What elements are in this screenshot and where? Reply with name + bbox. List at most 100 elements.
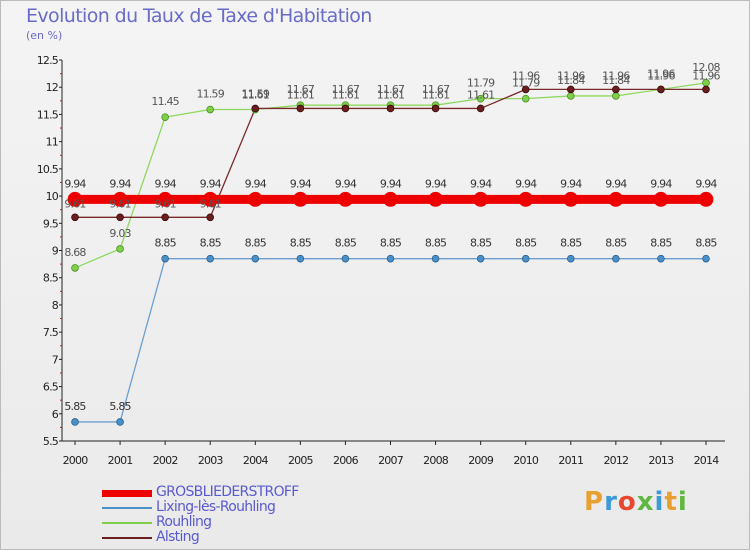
data-label: 9.94: [290, 177, 312, 190]
data-label: 11.59: [196, 88, 224, 101]
data-label: 9.94: [64, 177, 86, 190]
data-point: [698, 191, 714, 207]
data-label: 11.96: [692, 69, 720, 82]
data-point: [563, 191, 579, 207]
data-point: [296, 254, 305, 263]
x-tick-label: 2003: [198, 454, 224, 467]
data-point: [702, 254, 710, 263]
data-label: 9.94: [515, 177, 537, 190]
data-point: [386, 254, 395, 263]
data-label: 8.85: [560, 237, 582, 250]
data-label: 8.85: [290, 237, 312, 250]
y-tick-label: 9: [52, 245, 59, 258]
x-tick-label: 2000: [63, 454, 89, 467]
data-label: 11.59: [242, 88, 270, 101]
data-label: 9.94: [605, 177, 627, 190]
data-label: 9.94: [154, 177, 176, 190]
data-label: 9.94: [695, 177, 717, 190]
x-tick-label: 2006: [333, 454, 359, 467]
y-tick-label: 8.5: [43, 272, 59, 285]
data-label: 8.85: [154, 237, 176, 250]
y-tick-label: 7.5: [43, 326, 59, 339]
data-point: [71, 418, 79, 426]
data-point: [566, 254, 575, 263]
data-point: [612, 85, 620, 94]
data-point: [247, 191, 263, 207]
x-tick-label: 2002: [153, 454, 178, 467]
data-point: [116, 213, 124, 222]
data-point: [206, 105, 215, 114]
data-point: [157, 191, 173, 207]
data-label: 9.94: [245, 177, 267, 190]
data-label: 11.96: [647, 69, 675, 82]
x-tick-label: 2014: [694, 454, 720, 467]
x-tick-label: 2008: [423, 454, 449, 467]
data-point: [386, 104, 395, 113]
y-tick-label: 6.5: [43, 381, 59, 394]
data-point: [657, 254, 665, 263]
series-lines: [74, 82, 707, 423]
data-label: 9.03: [109, 227, 131, 240]
data-label: 8.85: [425, 237, 447, 250]
data-label: 11.67: [377, 83, 405, 96]
x-tick-label: 2005: [288, 454, 314, 467]
data-label: 8.85: [605, 237, 627, 250]
data-label: 11.61: [422, 88, 450, 101]
data-point: [473, 191, 489, 207]
legend-item: Alsting: [102, 529, 362, 545]
data-point: [251, 254, 260, 263]
logo-letter: i: [677, 487, 688, 517]
data-point: [292, 191, 308, 207]
chart-axes: 5.5 6 6.5 7 7.5 8 8.5 9 9.5 10 10.5 11 11.5 12 12.5 200…: [37, 54, 725, 467]
x-tick-label: 2001: [108, 454, 133, 467]
data-point: [296, 104, 305, 113]
x-tick-label: 2012: [603, 454, 628, 467]
data-label: 11.45: [151, 95, 179, 108]
data-point: [608, 191, 624, 207]
logo-letter: r: [604, 487, 618, 517]
legend-label: Rouhling: [156, 514, 212, 530]
data-point: [112, 191, 128, 207]
data-labels: 5.85 5.85 8.85 8.85 8.85 8.85 8.85 8.85 8.85 8.85…: [64, 61, 721, 413]
data-label: 9.61: [154, 197, 175, 210]
data-label: 8.85: [245, 237, 267, 250]
data-label: 9.61: [200, 197, 221, 210]
logo-letter: o: [617, 487, 637, 517]
data-point: [566, 85, 575, 94]
series-points: [67, 79, 714, 426]
data-label: 11.96: [557, 69, 585, 82]
logo-letter: t: [664, 487, 678, 517]
data-label: 8.85: [515, 237, 537, 250]
data-point: [251, 104, 260, 113]
data-point: [657, 85, 665, 94]
data-label: 8.85: [650, 237, 672, 250]
data-point: [518, 191, 534, 207]
data-label: 11.61: [332, 88, 360, 101]
legend-label: GROSBLIEDERSTROFF: [156, 484, 299, 500]
legend-swatch: [102, 522, 152, 524]
data-point: [612, 92, 620, 100]
y-tick-label: 9.5: [43, 217, 59, 230]
y-tick-label: 10.5: [37, 163, 59, 176]
data-point: [67, 191, 83, 207]
x-tick-label: 2009: [468, 454, 494, 467]
data-point: [566, 92, 575, 100]
y-tick-label: 11: [46, 136, 58, 149]
data-point: [476, 94, 485, 103]
legend-swatch: [102, 507, 152, 509]
data-point: [341, 254, 350, 263]
data-label: 11.67: [332, 83, 360, 96]
data-point: [431, 104, 440, 113]
data-label: 12.08: [692, 61, 720, 74]
data-label: 9.94: [560, 177, 582, 190]
proxiti-logo: Proxiti: [584, 487, 688, 517]
y-tick-label: 8: [52, 299, 59, 312]
y-tick-label: 12: [46, 81, 58, 94]
data-label: 5.85: [109, 400, 131, 413]
data-label: 11.61: [242, 88, 270, 101]
data-label: 8.85: [200, 237, 222, 250]
data-label: 8.85: [380, 237, 402, 250]
data-point: [521, 94, 530, 103]
